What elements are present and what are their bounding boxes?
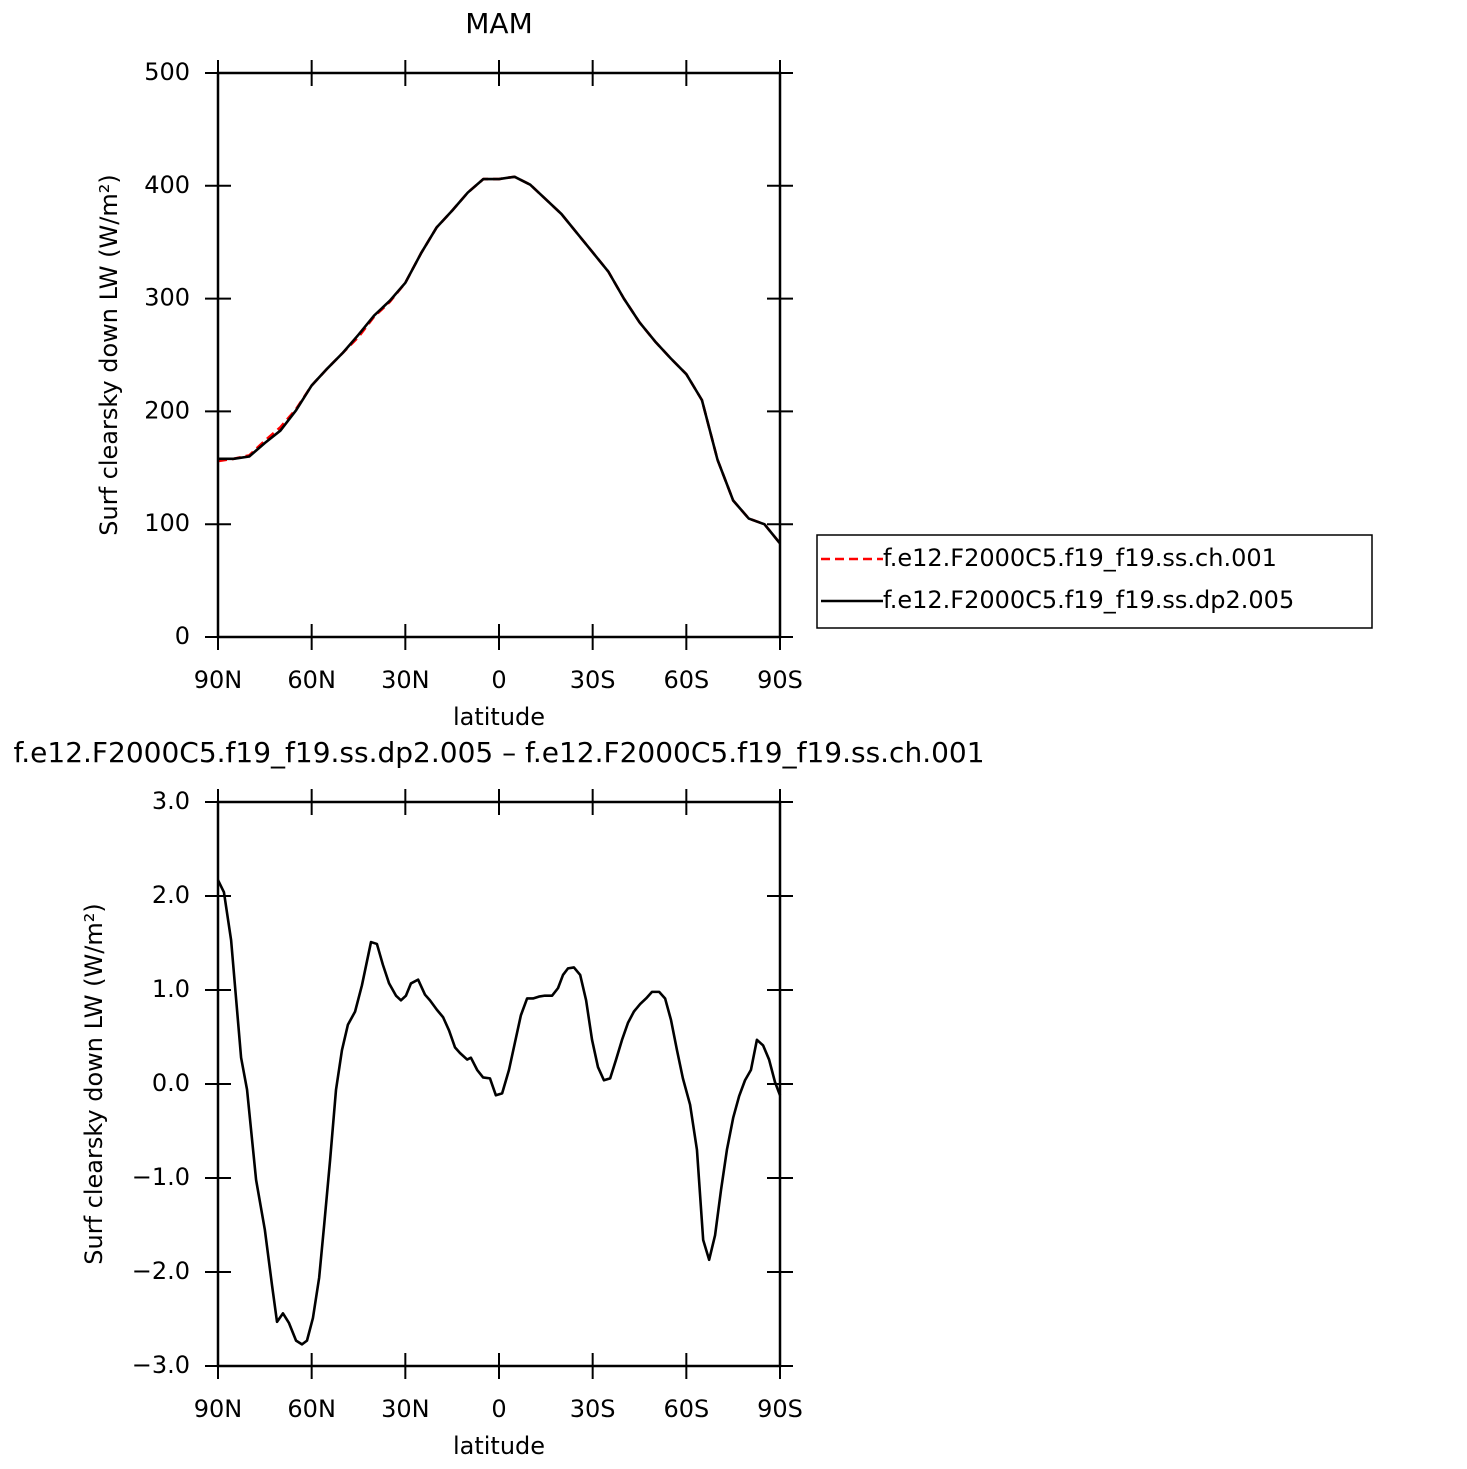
- x-axis-label: latitude: [453, 1432, 545, 1460]
- data-line: [217, 175, 782, 545]
- x-tick-label: 90N: [194, 666, 243, 694]
- x-tick-label: 30S: [570, 1395, 616, 1423]
- legend-label: f.e12.F2000C5.f19_f19.ss.dp2.005: [883, 586, 1294, 614]
- y-tick-label: 200: [144, 396, 190, 424]
- x-tick-label: 90S: [757, 1395, 803, 1423]
- y-tick-label: 0.0: [152, 1069, 190, 1097]
- x-tick-label: 0: [491, 1395, 506, 1423]
- x-tick-label: 60S: [663, 666, 709, 694]
- x-tick-label: 60N: [287, 1395, 336, 1423]
- y-tick-label: 100: [144, 509, 190, 537]
- legend-label: f.e12.F2000C5.f19_f19.ss.ch.001: [883, 544, 1277, 572]
- y-tick-label: 3.0: [152, 787, 190, 815]
- x-tick-label: 0: [491, 666, 506, 694]
- x-tick-label: 30N: [381, 1395, 430, 1423]
- y-tick-label: 300: [144, 284, 190, 312]
- y-tick-label: −2.0: [132, 1257, 190, 1285]
- x-tick-label: 60S: [663, 1395, 709, 1423]
- y-tick-label: 1.0: [152, 975, 190, 1003]
- y-tick-label: −3.0: [132, 1351, 190, 1379]
- y-tick-label: 400: [144, 171, 190, 199]
- x-tick-label: 60N: [287, 666, 336, 694]
- data-line: [216, 879, 782, 1346]
- x-tick-label: 90N: [194, 1395, 243, 1423]
- x-axis-label: latitude: [453, 703, 545, 731]
- x-tick-label: 30S: [570, 666, 616, 694]
- y-tick-label: −1.0: [132, 1163, 190, 1191]
- plot-frame: [216, 800, 782, 1368]
- chart-title: MAM: [465, 7, 532, 40]
- y-axis-label: Surf clearsky down LW (W/m²): [80, 903, 108, 1264]
- data-line: [218, 175, 782, 545]
- y-tick-label: 500: [144, 58, 190, 86]
- x-tick-label: 90S: [757, 666, 803, 694]
- x-tick-label: 30N: [381, 666, 430, 694]
- y-axis-label: Surf clearsky down LW (W/m²): [95, 174, 123, 535]
- chart-title: f.e12.F2000C5.f19_f19.ss.dp2.005 – f.e12…: [13, 736, 984, 769]
- y-tick-label: 2.0: [152, 881, 190, 909]
- y-tick-label: 0: [175, 622, 190, 650]
- plot-frame: [216, 71, 782, 639]
- legend-box: [816, 534, 1373, 629]
